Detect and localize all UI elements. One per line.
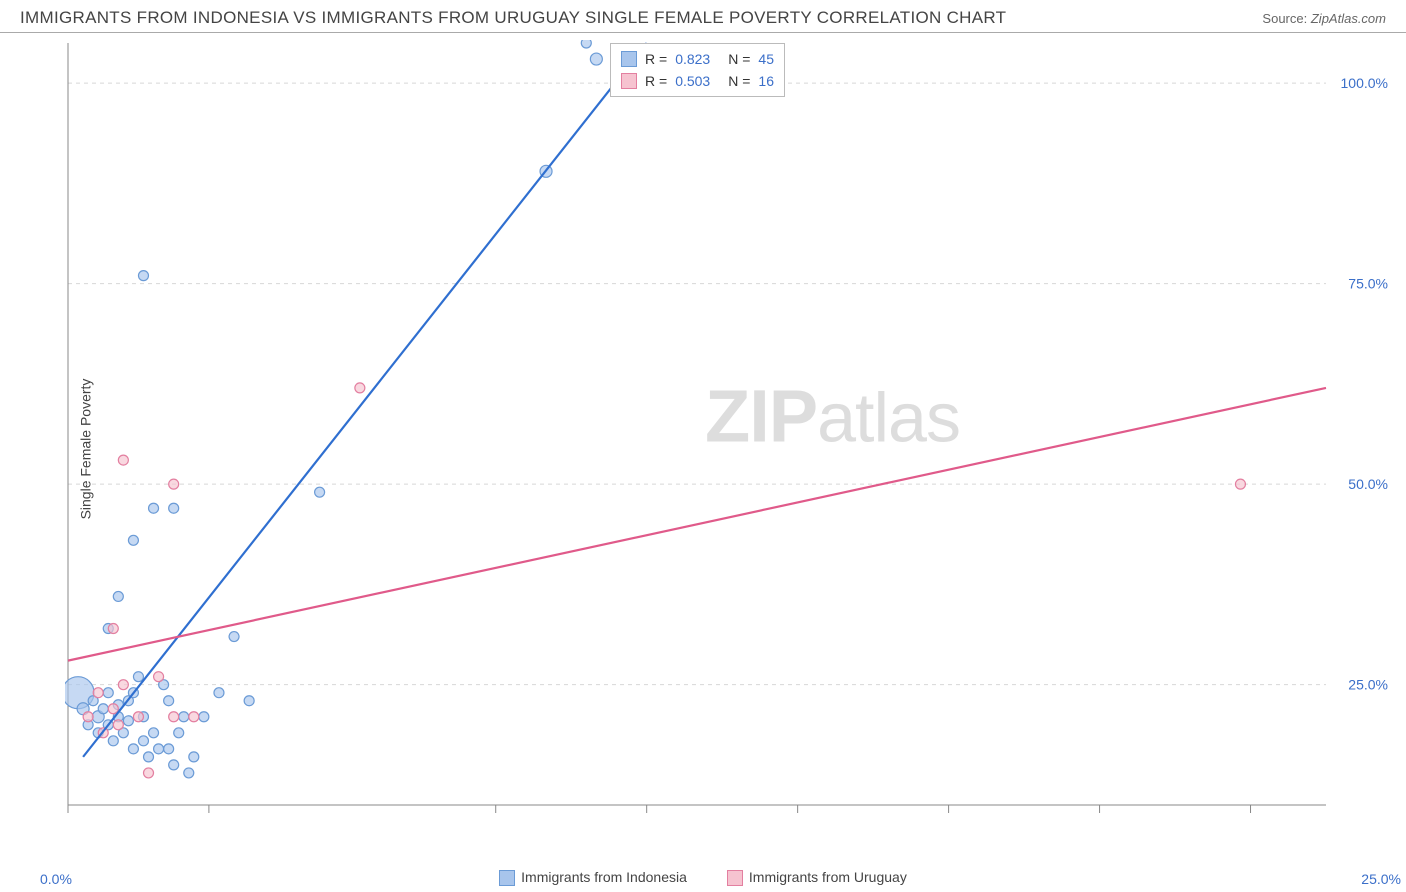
r-value: 0.503 xyxy=(675,73,710,89)
svg-text:100.0%: 100.0% xyxy=(1341,75,1388,91)
series-legend: Immigrants from Indonesia Immigrants fro… xyxy=(0,869,1406,886)
scatter-plot: 25.0% 50.0% 75.0% 100.0% xyxy=(65,40,1396,830)
chart-container: Single Female Poverty ZIPatlas 25.0%50.0… xyxy=(20,40,1396,857)
stats-legend: R = 0.823 N = 45 R = 0.503 N = 16 xyxy=(610,43,785,97)
source-label: Source: xyxy=(1262,11,1307,26)
svg-text:75.0%: 75.0% xyxy=(1348,276,1388,292)
chart-source: Source: ZipAtlas.com xyxy=(1262,11,1386,26)
source-name: ZipAtlas.com xyxy=(1311,11,1386,26)
legend-item-uruguay: Immigrants from Uruguay xyxy=(727,869,907,886)
stats-row-1: R = 0.823 N = 45 xyxy=(621,48,774,70)
svg-text:50.0%: 50.0% xyxy=(1348,476,1388,492)
legend-swatch-icon xyxy=(727,870,743,886)
n-value: 16 xyxy=(758,73,774,89)
r-label: R = xyxy=(645,51,667,67)
chart-header: IMMIGRANTS FROM INDONESIA VS IMMIGRANTS … xyxy=(0,0,1406,33)
legend-label: Immigrants from Indonesia xyxy=(521,869,687,885)
r-label: R = xyxy=(645,73,667,89)
stats-row-2: R = 0.503 N = 16 xyxy=(621,70,774,92)
n-label: N = xyxy=(728,51,750,67)
n-value: 45 xyxy=(758,51,774,67)
legend-swatch-indonesia xyxy=(621,51,637,67)
legend-item-indonesia: Immigrants from Indonesia xyxy=(499,869,687,886)
r-value: 0.823 xyxy=(675,51,710,67)
legend-label: Immigrants from Uruguay xyxy=(749,869,907,885)
n-label: N = xyxy=(728,73,750,89)
plot-area: ZIPatlas 25.0%50.0%75.0%100.0% R = 0.823… xyxy=(65,40,1396,857)
svg-text:25.0%: 25.0% xyxy=(1348,677,1388,693)
legend-swatch-uruguay xyxy=(621,73,637,89)
chart-title: IMMIGRANTS FROM INDONESIA VS IMMIGRANTS … xyxy=(20,8,1006,28)
legend-swatch-icon xyxy=(499,870,515,886)
